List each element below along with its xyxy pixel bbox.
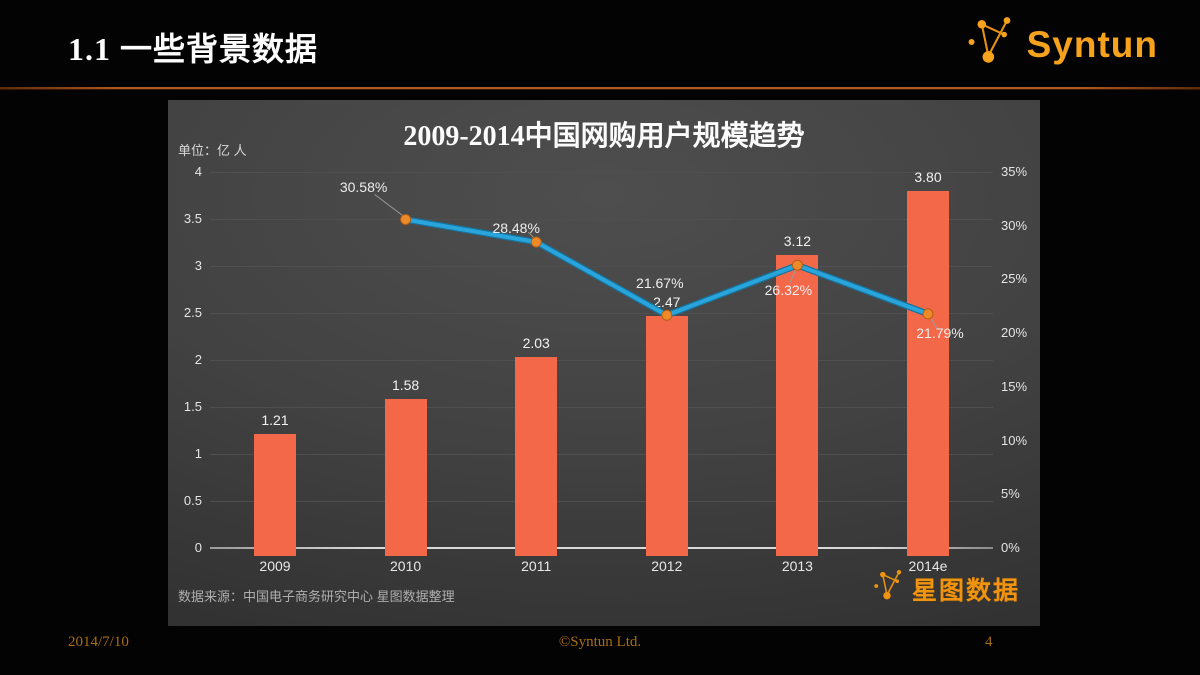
gridline	[210, 360, 993, 361]
line-marker	[791, 259, 803, 271]
syntun-logo: Syntun	[965, 14, 1158, 75]
x-axis-tick: 2011	[521, 558, 552, 574]
chart-title: 2009-2014中国网购用户规模趋势	[403, 121, 805, 152]
y-axis-tick-right: 25%	[1001, 271, 1028, 287]
footer-page-number: 4	[985, 634, 993, 650]
x-axis-tick: 2009	[259, 558, 291, 574]
y-axis-tick-right: 30%	[1001, 217, 1028, 233]
y-axis-tick-left: 0	[194, 540, 202, 555]
y-axis-tick-left: 0.5	[183, 493, 202, 508]
gridline	[210, 172, 993, 173]
constellation-icon	[872, 568, 908, 609]
line-value-label: 26.32%	[764, 282, 813, 299]
gridline	[210, 501, 993, 502]
bar-value-label: 3.12	[783, 232, 812, 249]
y-axis-tick-left: 1	[194, 446, 202, 461]
line-value-label: 21.67%	[636, 275, 684, 292]
y-axis-tick-right: 10%	[1001, 432, 1028, 448]
logo-wordmark: Syntun	[1026, 23, 1158, 65]
gridline	[210, 266, 993, 267]
bar-value-label: 1.58	[391, 377, 420, 394]
y-axis-tick-left: 3	[194, 258, 202, 273]
data-source-note: 数据来源：中国电子商务研究中心 星图数据整理	[178, 589, 455, 604]
gridline	[210, 407, 993, 408]
bar	[515, 357, 558, 556]
axis-unit-label: 单位：亿 人	[178, 143, 247, 158]
y-axis-tick-right: 5%	[1001, 486, 1020, 502]
bar-value-label: 2.03	[522, 335, 550, 352]
watermark-text: 星图数据	[912, 576, 1021, 605]
y-axis-tick-right: 35%	[1001, 164, 1028, 179]
x-axis-tick: 2013	[781, 558, 813, 574]
line-value-label: 21.79%	[916, 324, 964, 341]
bar	[776, 254, 819, 556]
y-axis-tick-left: 2.5	[183, 305, 202, 320]
x-axis-tick: 2010	[390, 558, 422, 574]
line-value-label: 28.48%	[492, 220, 540, 237]
bar	[645, 315, 688, 556]
y-axis-tick-right: 20%	[1001, 325, 1028, 341]
bar-value-label: 1.21	[261, 412, 289, 429]
bar	[907, 190, 949, 556]
bar-value-label: 2.47	[653, 293, 681, 310]
header-divider	[0, 87, 1200, 90]
gridline	[210, 219, 993, 220]
line-marker	[922, 308, 934, 320]
line-value-label: 30.58%	[339, 179, 388, 196]
x-axis-tick: 2012	[651, 558, 683, 574]
y-axis-tick-left: 3.5	[183, 211, 202, 226]
bar	[254, 434, 296, 556]
bar-value-label: 3.80	[914, 168, 942, 185]
page-title: 1.1 一些背景数据	[68, 31, 319, 67]
y-axis-tick-left: 1.5	[183, 399, 202, 414]
x-axis-tick: 2014e	[908, 558, 948, 574]
y-axis-tick-left: 2	[194, 352, 202, 367]
y-axis-tick-right: 15%	[1001, 378, 1028, 394]
y-axis-tick-left: 4	[194, 164, 202, 179]
line-marker	[661, 309, 673, 321]
gridline	[210, 547, 993, 549]
line-marker	[400, 213, 412, 225]
growth-line-chart	[374, 194, 938, 330]
gridline	[210, 313, 993, 314]
footer-copyright: ©Syntun Ltd.	[558, 634, 642, 650]
y-axis-tick-right: 0%	[1001, 540, 1020, 555]
watermark-logo: 星图数据	[872, 568, 1020, 609]
footer-date: 2014/7/10	[68, 634, 129, 650]
line-marker	[530, 236, 542, 248]
chart-panel: 2009-2014中国网购用户规模趋势 单位：亿 人 数据来源：中国电子商务研究…	[168, 100, 1040, 626]
bar	[384, 399, 427, 556]
gridline	[210, 454, 993, 455]
constellation-icon	[965, 14, 1021, 75]
